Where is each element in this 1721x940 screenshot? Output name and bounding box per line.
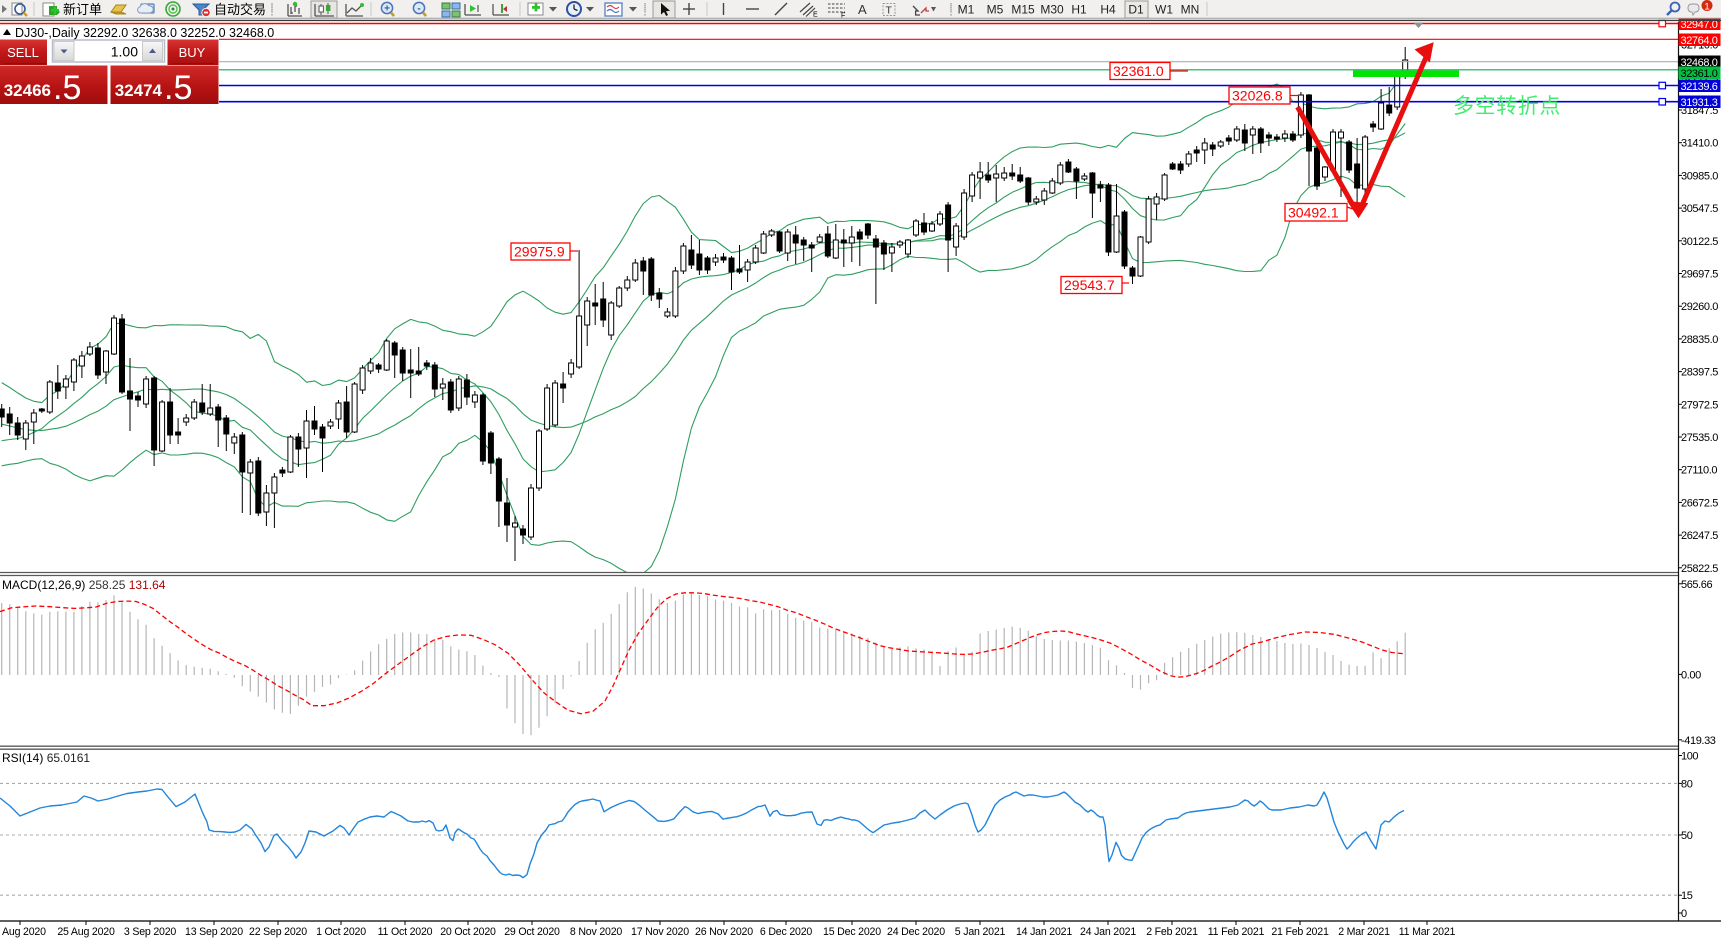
svg-text:-: - bbox=[417, 4, 420, 15]
svg-text:26672.5: 26672.5 bbox=[1681, 497, 1718, 509]
svg-text:.5: .5 bbox=[164, 69, 192, 107]
svg-text:32474: 32474 bbox=[115, 81, 163, 100]
svg-text:31931.3: 31931.3 bbox=[1681, 97, 1718, 109]
svg-text:100: 100 bbox=[1681, 751, 1698, 763]
svg-text:26247.5: 26247.5 bbox=[1681, 530, 1718, 542]
svg-text:13 Sep 2020: 13 Sep 2020 bbox=[185, 926, 243, 938]
svg-text:D1: D1 bbox=[1128, 3, 1144, 17]
svg-text:30122.5: 30122.5 bbox=[1681, 236, 1718, 248]
svg-text:MN: MN bbox=[1181, 3, 1200, 17]
svg-text:11 Mar 2021: 11 Mar 2021 bbox=[1399, 926, 1456, 938]
svg-text:5 Jan 2021: 5 Jan 2021 bbox=[955, 926, 1006, 938]
svg-text:30547.5: 30547.5 bbox=[1681, 203, 1718, 215]
svg-text:-419.33: -419.33 bbox=[1681, 735, 1716, 747]
svg-text:29543.7: 29543.7 bbox=[1064, 277, 1115, 293]
svg-text:24 Jan 2021: 24 Jan 2021 bbox=[1080, 926, 1136, 938]
svg-text:SELL: SELL bbox=[7, 45, 39, 60]
svg-text:11 Oct 2020: 11 Oct 2020 bbox=[378, 926, 433, 938]
svg-text:29697.5: 29697.5 bbox=[1681, 269, 1718, 281]
svg-text:A: A bbox=[858, 2, 867, 17]
svg-text:F: F bbox=[841, 13, 845, 20]
svg-text:15 Dec 2020: 15 Dec 2020 bbox=[823, 926, 881, 938]
svg-text:30985.0: 30985.0 bbox=[1681, 170, 1718, 182]
svg-text:28835.0: 28835.0 bbox=[1681, 334, 1718, 346]
svg-text:0.00: 0.00 bbox=[1681, 669, 1701, 681]
svg-text:新订单: 新订单 bbox=[63, 2, 102, 17]
svg-text:15: 15 bbox=[1681, 890, 1693, 902]
svg-text:29975.9: 29975.9 bbox=[514, 244, 565, 260]
svg-text:M5: M5 bbox=[987, 3, 1004, 17]
svg-text:M1: M1 bbox=[958, 3, 975, 17]
svg-text:17 Nov 2020: 17 Nov 2020 bbox=[631, 926, 689, 938]
svg-text:E: E bbox=[813, 12, 818, 19]
svg-text:H1: H1 bbox=[1071, 3, 1087, 17]
svg-text:30492.1: 30492.1 bbox=[1288, 205, 1339, 221]
svg-text:8 Nov 2020: 8 Nov 2020 bbox=[570, 926, 622, 938]
svg-text:2 Feb 2021: 2 Feb 2021 bbox=[1146, 926, 1198, 938]
svg-text:32361.0: 32361.0 bbox=[1681, 68, 1718, 80]
svg-text:32468.0: 32468.0 bbox=[1681, 57, 1718, 69]
svg-text:565.66: 565.66 bbox=[1681, 579, 1713, 591]
svg-text:BUY: BUY bbox=[179, 45, 206, 60]
svg-text:27535.0: 27535.0 bbox=[1681, 432, 1718, 444]
svg-text:26 Nov 2020: 26 Nov 2020 bbox=[695, 926, 753, 938]
svg-text:29 Oct 2020: 29 Oct 2020 bbox=[504, 926, 560, 938]
svg-text:50: 50 bbox=[1681, 830, 1693, 842]
svg-text:DJ30-,Daily 32292.0 32638.0 3: DJ30-,Daily 32292.0 32638.0 32252.0 3246… bbox=[15, 26, 274, 40]
svg-text:H4: H4 bbox=[1100, 3, 1116, 17]
svg-text:20 Oct 2020: 20 Oct 2020 bbox=[440, 926, 496, 938]
svg-text:32139.6: 32139.6 bbox=[1681, 81, 1718, 93]
svg-text:21 Feb 2021: 21 Feb 2021 bbox=[1271, 926, 1329, 938]
svg-text:31410.0: 31410.0 bbox=[1681, 138, 1718, 150]
svg-text:6 Dec 2020: 6 Dec 2020 bbox=[760, 926, 812, 938]
svg-text:32947.0: 32947.0 bbox=[1681, 19, 1718, 31]
svg-text:24 Dec 2020: 24 Dec 2020 bbox=[887, 926, 945, 938]
svg-text:T: T bbox=[886, 5, 893, 17]
svg-text:32026.8: 32026.8 bbox=[1232, 88, 1283, 104]
svg-text:25 Aug 2020: 25 Aug 2020 bbox=[57, 926, 115, 938]
svg-text:6 Aug 2020: 6 Aug 2020 bbox=[0, 926, 46, 938]
svg-text:3 Sep 2020: 3 Sep 2020 bbox=[124, 926, 177, 938]
svg-text:11 Feb 2021: 11 Feb 2021 bbox=[1208, 926, 1265, 938]
svg-text:0: 0 bbox=[1681, 908, 1687, 920]
svg-text:27972.5: 27972.5 bbox=[1681, 399, 1718, 411]
svg-text:80: 80 bbox=[1681, 778, 1693, 790]
svg-text:MACD(12,26,9) 258.25 131.64: MACD(12,26,9) 258.25 131.64 bbox=[2, 578, 166, 592]
svg-text:2 Mar 2021: 2 Mar 2021 bbox=[1338, 926, 1390, 938]
svg-text:32361.0: 32361.0 bbox=[1113, 63, 1164, 79]
svg-text:1 Oct 2020: 1 Oct 2020 bbox=[316, 926, 366, 938]
svg-text:1: 1 bbox=[1704, 2, 1709, 13]
svg-text:22 Sep 2020: 22 Sep 2020 bbox=[249, 926, 307, 938]
svg-text:多空转折点: 多空转折点 bbox=[1453, 95, 1561, 118]
svg-text:27110.0: 27110.0 bbox=[1681, 465, 1717, 477]
svg-text:RSI(14) 65.0161: RSI(14) 65.0161 bbox=[2, 751, 90, 765]
svg-text:W1: W1 bbox=[1155, 3, 1173, 17]
svg-text:自动交易: 自动交易 bbox=[214, 2, 266, 17]
svg-text:32764.0: 32764.0 bbox=[1681, 35, 1718, 47]
svg-text:28397.5: 28397.5 bbox=[1681, 367, 1718, 379]
svg-text:.5: .5 bbox=[53, 69, 81, 107]
svg-text:+: + bbox=[384, 4, 390, 15]
svg-text:29260.0: 29260.0 bbox=[1681, 301, 1718, 313]
svg-text:M30: M30 bbox=[1040, 3, 1064, 17]
svg-text:25822.5: 25822.5 bbox=[1681, 563, 1718, 575]
svg-text:M15: M15 bbox=[1011, 3, 1035, 17]
svg-text:1.00: 1.00 bbox=[111, 44, 138, 60]
svg-text:14 Jan 2021: 14 Jan 2021 bbox=[1016, 926, 1072, 938]
svg-text:32466: 32466 bbox=[4, 81, 51, 100]
